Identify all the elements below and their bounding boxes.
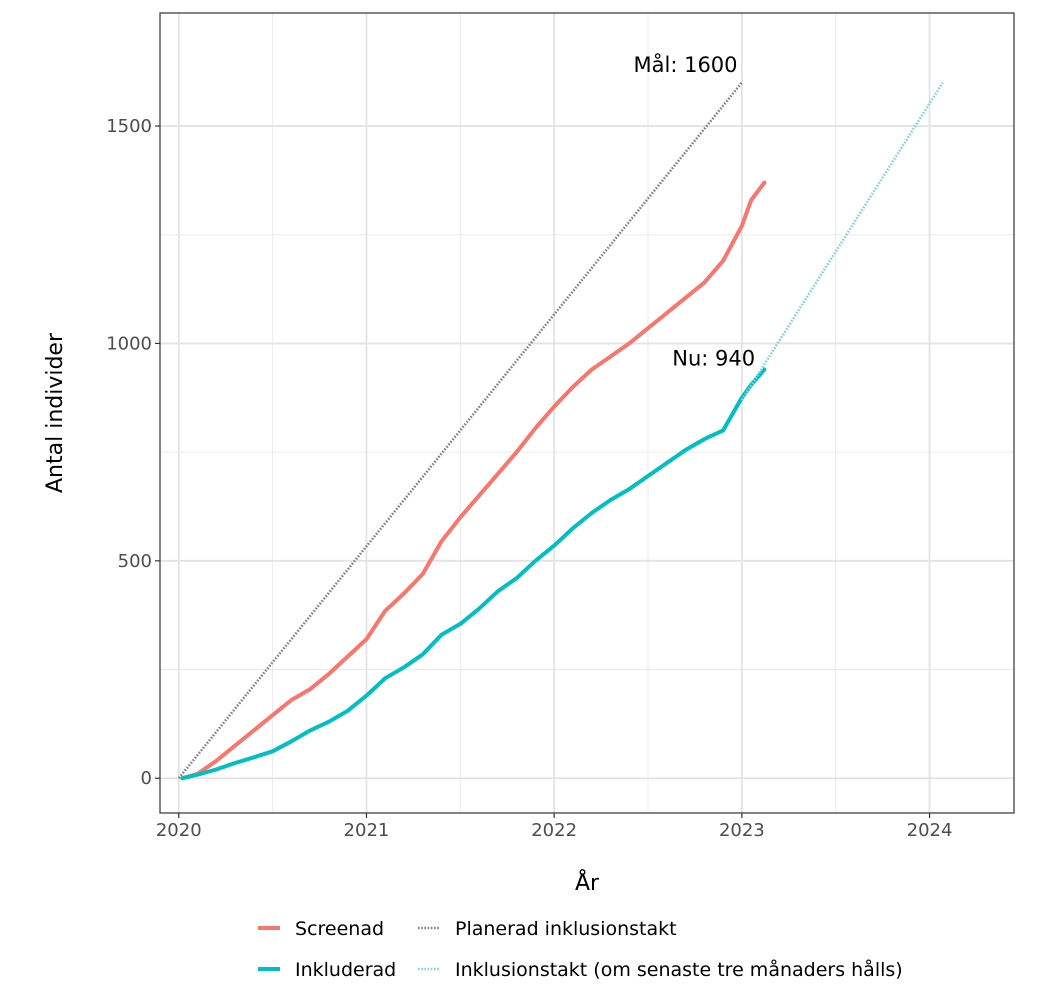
- legend-label: Planerad inklusionstakt: [455, 918, 677, 940]
- minor-gridlines: [160, 13, 1014, 813]
- y-axis-title: Antal individer: [43, 332, 68, 493]
- y-tick-label: 500: [118, 551, 152, 572]
- series-layer: [177, 81, 944, 781]
- series-line-screenad: [180, 180, 767, 781]
- plot-panel-border: [159, 12, 1015, 814]
- major-gridlines: [160, 13, 1014, 813]
- legend: Screenad Inkluderad Planerad inklusionstak…: [258, 918, 903, 981]
- x-tick-label: 2023: [719, 820, 765, 841]
- x-tick-label: 2021: [344, 820, 390, 841]
- annotation-label: Nu: 940: [672, 347, 755, 371]
- y-tick-label: 1500: [106, 116, 152, 137]
- series-line-planerad-inklusionstakt: [177, 81, 743, 780]
- annotation-label: Mål: 1600: [634, 52, 738, 77]
- annotations: Mål: 1600 Nu: 940: [634, 52, 756, 370]
- x-tick-label: 2024: [907, 820, 953, 841]
- series-line-inklusionstakt-om-senaste-tre-månaders-hålls-: [740, 81, 944, 401]
- legend-label: Screenad: [295, 918, 384, 940]
- x-axis-title: År: [575, 869, 600, 896]
- y-tick-label: 1000: [106, 333, 152, 354]
- axis-ticks: 2020 2021 2022 2023 2024 0 500 1000 1500: [106, 116, 952, 841]
- x-tick-label: 2020: [156, 820, 202, 841]
- legend-label: Inklusionstakt (om senaste tre månaders …: [455, 958, 903, 981]
- series-line-inkluderad: [180, 367, 767, 781]
- x-tick-label: 2022: [531, 820, 577, 841]
- y-tick-label: 0: [141, 768, 152, 789]
- legend-label: Inkluderad: [295, 959, 396, 981]
